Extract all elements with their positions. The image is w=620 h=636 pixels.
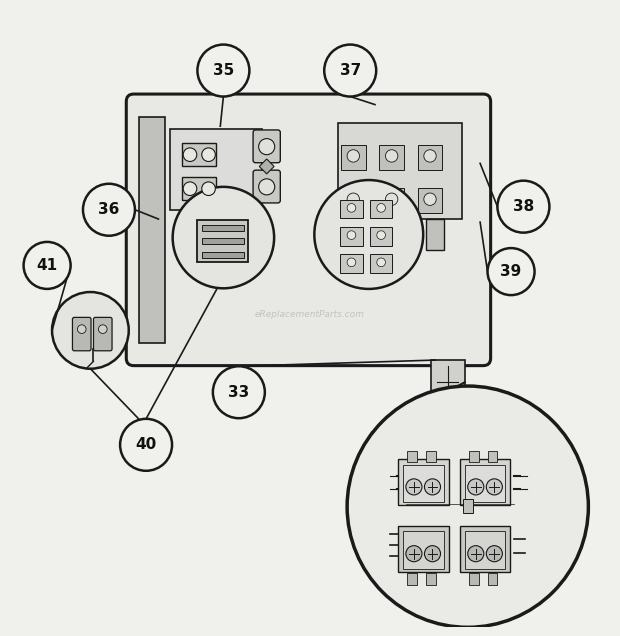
FancyBboxPatch shape [469,451,479,462]
Circle shape [202,148,215,162]
Circle shape [424,149,436,162]
FancyBboxPatch shape [94,317,112,351]
FancyBboxPatch shape [202,252,244,258]
Text: 38: 38 [513,199,534,214]
Text: eReplacementParts.com: eReplacementParts.com [255,310,365,319]
Circle shape [324,45,376,97]
FancyBboxPatch shape [469,574,479,584]
Circle shape [347,204,356,212]
Circle shape [497,181,549,233]
FancyBboxPatch shape [341,145,366,170]
FancyBboxPatch shape [418,145,443,170]
Circle shape [202,182,215,195]
Circle shape [424,193,436,205]
FancyBboxPatch shape [403,532,444,569]
Text: 41: 41 [37,258,58,273]
FancyBboxPatch shape [379,188,404,213]
Circle shape [197,45,249,97]
FancyBboxPatch shape [202,238,244,244]
Circle shape [347,258,356,266]
FancyBboxPatch shape [340,254,363,273]
Circle shape [386,149,398,162]
Circle shape [78,325,86,333]
Circle shape [183,148,197,162]
Circle shape [487,248,534,295]
Circle shape [213,366,265,418]
FancyBboxPatch shape [403,465,444,502]
FancyBboxPatch shape [407,574,417,584]
FancyBboxPatch shape [73,317,91,351]
Circle shape [377,231,386,239]
FancyBboxPatch shape [459,459,510,506]
Circle shape [486,479,502,495]
FancyBboxPatch shape [464,465,505,502]
FancyBboxPatch shape [426,451,436,462]
FancyBboxPatch shape [427,219,444,250]
FancyBboxPatch shape [340,227,363,245]
Circle shape [486,546,502,562]
FancyBboxPatch shape [398,459,448,506]
FancyBboxPatch shape [370,254,392,273]
FancyBboxPatch shape [463,499,472,513]
FancyBboxPatch shape [341,188,366,213]
FancyBboxPatch shape [182,143,216,167]
FancyBboxPatch shape [426,574,436,584]
Circle shape [24,242,71,289]
FancyBboxPatch shape [253,130,280,163]
Circle shape [467,479,484,495]
FancyBboxPatch shape [253,170,280,203]
Text: 37: 37 [340,63,361,78]
FancyBboxPatch shape [340,200,363,218]
FancyBboxPatch shape [431,360,464,404]
FancyBboxPatch shape [487,451,497,462]
Circle shape [347,193,360,205]
FancyBboxPatch shape [182,177,216,200]
FancyBboxPatch shape [197,220,248,262]
Circle shape [52,292,129,369]
FancyBboxPatch shape [487,574,497,584]
Text: 35: 35 [213,63,234,78]
Circle shape [425,546,441,562]
Text: 36: 36 [98,202,120,218]
FancyBboxPatch shape [338,123,461,219]
Polygon shape [259,159,274,174]
FancyBboxPatch shape [170,129,262,210]
Circle shape [83,184,135,236]
Circle shape [314,180,423,289]
Circle shape [377,258,386,266]
Text: 40: 40 [135,438,157,452]
Circle shape [347,386,588,627]
FancyBboxPatch shape [407,451,417,462]
FancyBboxPatch shape [418,188,443,213]
Circle shape [99,325,107,333]
Circle shape [172,187,274,288]
Circle shape [425,479,441,495]
FancyBboxPatch shape [202,225,244,231]
Circle shape [120,419,172,471]
Circle shape [183,182,197,195]
FancyBboxPatch shape [459,526,510,572]
Circle shape [259,179,275,195]
FancyBboxPatch shape [139,117,165,343]
Text: 33: 33 [228,385,249,400]
FancyBboxPatch shape [370,200,392,218]
Circle shape [377,204,386,212]
FancyBboxPatch shape [126,94,490,366]
Circle shape [347,231,356,239]
Circle shape [467,546,484,562]
Circle shape [406,479,422,495]
Circle shape [406,546,422,562]
FancyBboxPatch shape [370,227,392,245]
Circle shape [259,139,275,155]
Text: 39: 39 [500,264,521,279]
FancyBboxPatch shape [464,532,505,569]
FancyBboxPatch shape [379,145,404,170]
Circle shape [347,149,360,162]
Circle shape [386,193,398,205]
FancyBboxPatch shape [398,526,448,572]
